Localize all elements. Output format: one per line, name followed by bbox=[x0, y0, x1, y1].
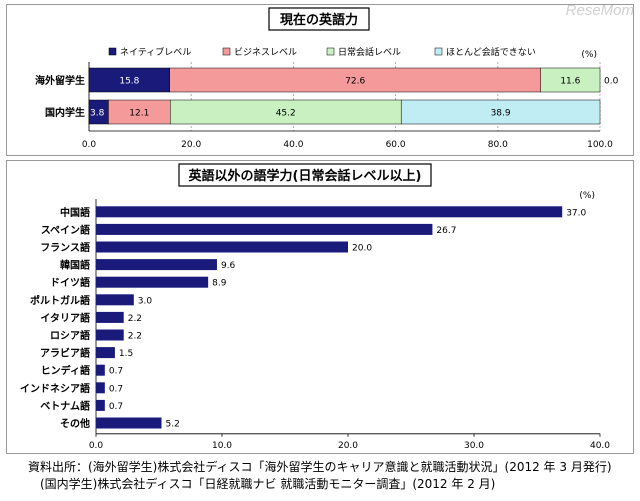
source-line-1: 資料出所：(海外留学生)株式会社ディスコ「海外留学生のキャリア意識と就職活動状況… bbox=[28, 460, 612, 474]
chart2-title: 英語以外の語学力(日常会話レベル以上) bbox=[188, 168, 422, 184]
chart2-x-tick-2: 20.0 bbox=[338, 441, 358, 451]
chart1-category-0: 海外留学生 bbox=[35, 74, 85, 87]
chart2-bar-3 bbox=[96, 259, 217, 271]
chart1-value-label-0-0: 15.8 bbox=[119, 77, 139, 87]
chart2-bar-4 bbox=[96, 276, 209, 288]
chart2-value-label-3: 9.6 bbox=[221, 261, 236, 271]
chart2-x-tick-1: 10.0 bbox=[212, 441, 232, 451]
chart1-legend-swatch-3 bbox=[434, 47, 443, 56]
chart1-bars: 15.8 72.6 11.6 0.0 3.8 12.1 45.2 38.9 bbox=[88, 67, 619, 125]
chart2-value-label-11: 0.7 bbox=[109, 402, 123, 412]
chart1-legend-swatch-0 bbox=[108, 47, 117, 56]
chart1-title: 現在の英語力 bbox=[280, 12, 358, 28]
chart1-x-tick-3: 60.0 bbox=[386, 140, 406, 150]
chart2-category-4: ドイツ語 bbox=[50, 276, 90, 289]
other-languages-chart: 英語以外の語学力(日常会話レベル以上) (%) 中国語スペイン語フランス語韓国語… bbox=[20, 163, 610, 451]
chart2-bar-0 bbox=[96, 206, 563, 218]
chart2-category-10: インドネシア語 bbox=[20, 382, 90, 395]
chart1-legend-swatch-1 bbox=[222, 47, 231, 56]
chart1-value-label-0-3: 0.0 bbox=[604, 77, 619, 87]
english-ability-panel: 現在の英語力 ネイティブレベル ビジネスレベル 日常会話レベル ほとんど会話できない … bbox=[6, 4, 634, 156]
chart2-category-8: アラビア語 bbox=[40, 347, 90, 360]
chart2-value-label-6: 2.2 bbox=[128, 314, 142, 324]
chart2-value-label-10: 0.7 bbox=[109, 384, 123, 394]
chart1-x-tick-2: 40.0 bbox=[283, 140, 303, 150]
chart2-category-12: その他 bbox=[60, 417, 90, 430]
resemom-watermark: ReseMom bbox=[565, 2, 634, 19]
chart2-category-7: ロシア語 bbox=[50, 329, 90, 342]
chart2-bar-8 bbox=[96, 347, 115, 359]
chart2-category-5: ポルトガル語 bbox=[30, 294, 90, 307]
chart2-x-tick-3: 30.0 bbox=[464, 441, 484, 451]
chart2-unit: (%) bbox=[579, 191, 595, 201]
chart1-title-box bbox=[268, 7, 370, 31]
chart2-category-labels: 中国語スペイン語フランス語韓国語ドイツ語ポルトガル語イタリア語ロシア語アラビア語… bbox=[20, 206, 90, 430]
chart1-value-label-0-2: 11.6 bbox=[560, 77, 580, 87]
chart2-value-label-1: 26.7 bbox=[436, 226, 456, 236]
chart1-unit: (%) bbox=[581, 50, 597, 60]
chart2-category-3: 韓国語 bbox=[60, 259, 90, 272]
chart2-bar-1 bbox=[96, 223, 433, 235]
chart2-bar-12 bbox=[96, 417, 162, 429]
source-line-2: (国内学生)株式会社ディスコ「日経就職ナビ 就職活動モニター調査」(2012 年… bbox=[40, 477, 496, 491]
chart2-bar-10 bbox=[96, 382, 105, 394]
chart2-bars bbox=[96, 206, 563, 429]
chart1-category-1: 国内学生 bbox=[45, 106, 85, 119]
chart2-category-11: ベトナム語 bbox=[40, 399, 90, 412]
chart1-bar-0-0 bbox=[88, 67, 170, 93]
chart2-bar-6 bbox=[96, 311, 124, 323]
chart2-bar-5 bbox=[96, 294, 134, 306]
chart2-bar-2 bbox=[96, 241, 348, 253]
chart2-bar-7 bbox=[96, 329, 124, 341]
chart1-value-label-1-1: 12.1 bbox=[129, 109, 149, 119]
chart1-x-tick-0: 0.0 bbox=[82, 140, 97, 150]
other-languages-panel: 英語以外の語学力(日常会話レベル以上) (%) 中国語スペイン語フランス語韓国語… bbox=[6, 160, 634, 454]
english-ability-chart: 現在の英語力 ネイティブレベル ビジネスレベル 日常会話レベル ほとんど会話できない … bbox=[35, 7, 619, 150]
chart2-value-label-4: 8.9 bbox=[212, 279, 227, 289]
chart2-value-label-8: 1.5 bbox=[119, 349, 133, 359]
chart1-x-tick-5: 100.0 bbox=[587, 140, 613, 150]
chart1-legend: ネイティブレベル ビジネスレベル 日常会話レベル ほとんど会話できない bbox=[108, 46, 536, 58]
chart2-title-box bbox=[178, 163, 432, 187]
chart1-legend-swatch-2 bbox=[326, 47, 335, 56]
chart2-category-9: ヒンディ語 bbox=[41, 364, 90, 377]
chart1-value-label-0-1: 72.6 bbox=[345, 77, 365, 87]
chart2-value-label-5: 3.0 bbox=[138, 296, 153, 306]
chart2-x-tick-labels: 0.0 10.0 20.0 30.0 40.0 bbox=[89, 441, 610, 451]
chart1-bar-0-2 bbox=[540, 67, 601, 93]
chart1-value-label-1-0: 3.8 bbox=[90, 109, 105, 119]
chart2-value-label-12: 5.2 bbox=[166, 420, 180, 430]
chart2-category-1: スペイン語 bbox=[41, 223, 90, 236]
chart1-x-tick-labels: 0.0 20.0 40.0 60.0 80.0 100.0 bbox=[82, 140, 613, 150]
chart2-value-labels: 37.0 26.7 20.0 9.6 8.9 3.0 2.2 2.2 1.5 0.7 0.7 0.7 5… bbox=[109, 208, 587, 429]
chart1-legend-label-0: ネイティブレベル bbox=[120, 46, 191, 58]
chart2-category-2: フランス語 bbox=[40, 241, 90, 254]
chart1-legend-label-1: ビジネスレベル bbox=[234, 47, 297, 58]
chart1-value-label-1-3: 38.9 bbox=[491, 109, 511, 119]
chart1-legend-label-2: 日常会話レベル bbox=[338, 46, 401, 58]
chart1-bar-1-1 bbox=[108, 99, 171, 125]
chart2-bar-11 bbox=[96, 399, 105, 411]
chart2-bar-9 bbox=[96, 364, 105, 376]
chart2-category-0: 中国語 bbox=[60, 206, 90, 219]
chart2-value-label-7: 2.2 bbox=[128, 332, 142, 342]
chart1-x-tick-1: 20.0 bbox=[181, 140, 201, 150]
chart2-value-label-0: 37.0 bbox=[566, 208, 586, 218]
chart1-legend-label-3: ほとんど会話できない bbox=[446, 46, 536, 58]
chart2-x-tick-4: 40.0 bbox=[590, 441, 610, 451]
chart2-value-label-2: 20.0 bbox=[352, 244, 372, 254]
chart1-bar-1-3 bbox=[400, 99, 601, 125]
chart1-x-tick-4: 80.0 bbox=[488, 140, 508, 150]
chart1-bar-0-1 bbox=[169, 67, 541, 93]
chart2-category-6: イタリア語 bbox=[40, 311, 90, 324]
chart2-value-label-9: 0.7 bbox=[109, 367, 123, 377]
chart2-x-tick-0: 0.0 bbox=[89, 441, 104, 451]
chart1-value-label-1-2: 45.2 bbox=[276, 109, 296, 119]
chart1-bar-1-2 bbox=[169, 99, 402, 125]
